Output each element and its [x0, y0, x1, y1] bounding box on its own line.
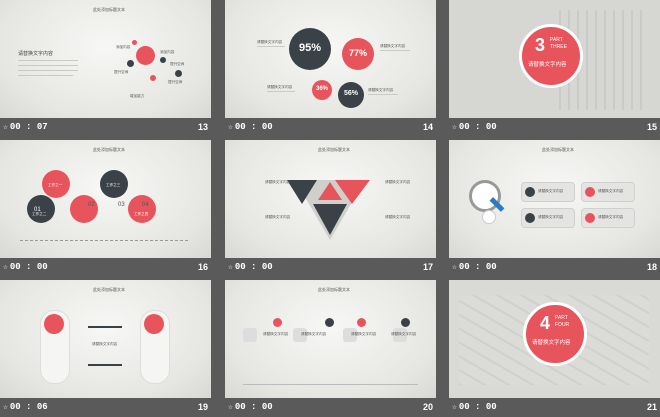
slide-info-bar: ☆ 00 : 00 20: [228, 402, 433, 412]
slide-info-bar: ☆ 00 : 00 14: [225, 118, 436, 137]
slide-preview: 此处添加标题文本 请替换文字内容 请替换文字内容 请替换文字内容 请替换文字内容: [449, 140, 660, 258]
slide-thumb-18[interactable]: 此处添加标题文本 请替换文字内容 请替换文字内容 请替换文字内容 请替换文字内容…: [449, 140, 660, 277]
slide-timing: 00 : 07: [9, 122, 48, 132]
slide-preview: 4 PART FOUR 请替换文字内容: [449, 280, 660, 398]
slide-heading: 请替换文字内容: [18, 51, 54, 57]
slide-info-bar: ☆ 00 : 06 19: [3, 402, 208, 412]
slide-info-bar: ☆ 00 : 00 21: [452, 402, 657, 412]
slide-timing: 00 : 00: [234, 122, 273, 132]
slide-info-bar: ☆ 00 : 07 13: [0, 118, 211, 137]
transition-icon: ☆: [3, 123, 8, 132]
slide-preview: 此处添加标题文本 01 02 03 04 工作之一 工作之二 工作之三 工作之四: [0, 140, 211, 258]
slide-preview: 此处添加标题文本 请替换文字内容: [0, 280, 211, 398]
slide-thumb-14[interactable]: 95% 77% 36% 56% 请替换文字内容 请替换文字内容 请替换文字内容 …: [225, 0, 436, 137]
slide-preview: 此处添加标题文本 请替换文字内容 请替换文字内容 请替换文字内容 请替换文字内容: [225, 280, 436, 398]
transition-icon: ☆: [228, 123, 233, 132]
bubble: [136, 46, 155, 65]
slide-info-bar: ☆ 00 : 00 16: [3, 262, 208, 272]
slide-title: 此处添加标题文本: [93, 7, 125, 12]
slide-info-bar: ☆ 00 : 00 18: [452, 262, 657, 272]
slide-thumb-15[interactable]: 3 PART THREE 请替换文字内容 ☆ 00 : 00 15: [449, 0, 660, 137]
slide-number: 14: [422, 122, 433, 132]
slide-preview: 此处添加标题文本 请替换文字内容 请替换文字内容 请替换文字内容 请替换文字内容: [225, 140, 436, 258]
slide-thumb-17[interactable]: 此处添加标题文本 请替换文字内容 请替换文字内容 请替换文字内容 请替换文字内容…: [225, 140, 436, 277]
slide-thumb-21[interactable]: 4 PART FOUR 请替换文字内容 ☆ 00 : 00 21: [449, 280, 660, 417]
slide-preview: 此处添加标题文本 请替换文字内容 添加内容 添加内容 提升空间 提升空间 增加能…: [0, 0, 211, 118]
slide-thumb-16[interactable]: 此处添加标题文本 01 02 03 04 工作之一 工作之二 工作之三 工作之四…: [0, 140, 211, 277]
slide-info-bar: ☆ 00 : 00 15: [452, 122, 657, 132]
slide-thumb-20[interactable]: 此处添加标题文本 请替换文字内容 请替换文字内容 请替换文字内容 请替换文字内容…: [225, 280, 436, 417]
slide-number: 13: [197, 122, 208, 132]
slide-preview: 3 PART THREE 请替换文字内容: [449, 0, 660, 118]
slide-thumb-19[interactable]: 此处添加标题文本 请替换文字内容 ☆ 00 : 06 19: [0, 280, 211, 417]
slide-preview: 95% 77% 36% 56% 请替换文字内容 请替换文字内容 请替换文字内容 …: [225, 0, 436, 118]
slide-info-bar: ☆ 00 : 00 17: [228, 262, 433, 272]
slide-thumb-13[interactable]: 此处添加标题文本 请替换文字内容 添加内容 添加内容 提升空间 提升空间 增加能…: [0, 0, 211, 137]
